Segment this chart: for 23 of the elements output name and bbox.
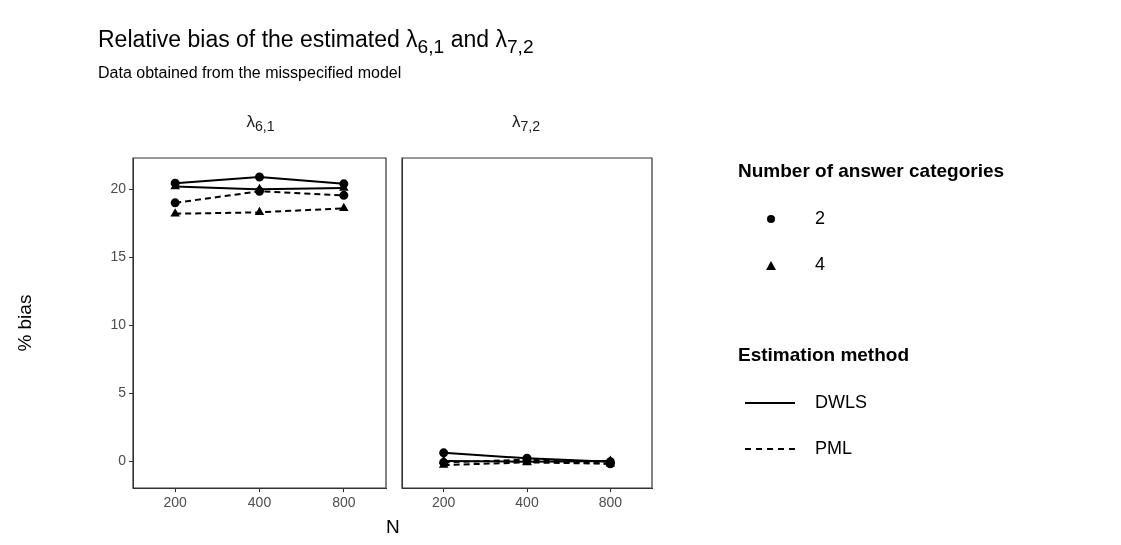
x-axis-title: N bbox=[386, 516, 400, 538]
chart-title: λ$_{7,2}$ bbox=[510, 112, 542, 135]
text: 4 bbox=[815, 254, 826, 275]
y-tick-label: 0 bbox=[118, 451, 127, 468]
y-tick-label: 5 bbox=[118, 383, 127, 400]
text: DWLS bbox=[815, 392, 868, 413]
text: Number of answer categories bbox=[738, 160, 1005, 182]
x-tick-label: 200 bbox=[163, 494, 188, 511]
text: PML bbox=[815, 438, 853, 459]
y-axis-title: % bias bbox=[13, 294, 35, 352]
y-tick-label: 20 bbox=[110, 180, 127, 197]
text: Data obtained from the misspecified model bbox=[98, 64, 402, 82]
text: Relative bias of the estimated λ$_{6,1}$ and λ$_{7,2}$ bbox=[98, 26, 534, 58]
x-tick-label: 800 bbox=[332, 494, 356, 511]
text: Estimation method bbox=[738, 344, 910, 366]
x-tick-label: 400 bbox=[247, 494, 272, 511]
x-tick-label: 400 bbox=[515, 494, 539, 511]
chart-title: λ$_{6,1}$ bbox=[245, 112, 276, 135]
y-tick-label: 10 bbox=[110, 316, 127, 332]
text: 2 bbox=[815, 208, 826, 229]
y-tick-label: 15 bbox=[110, 248, 127, 265]
x-tick-label: 800 bbox=[598, 494, 623, 511]
x-tick-label: 200 bbox=[431, 494, 456, 511]
